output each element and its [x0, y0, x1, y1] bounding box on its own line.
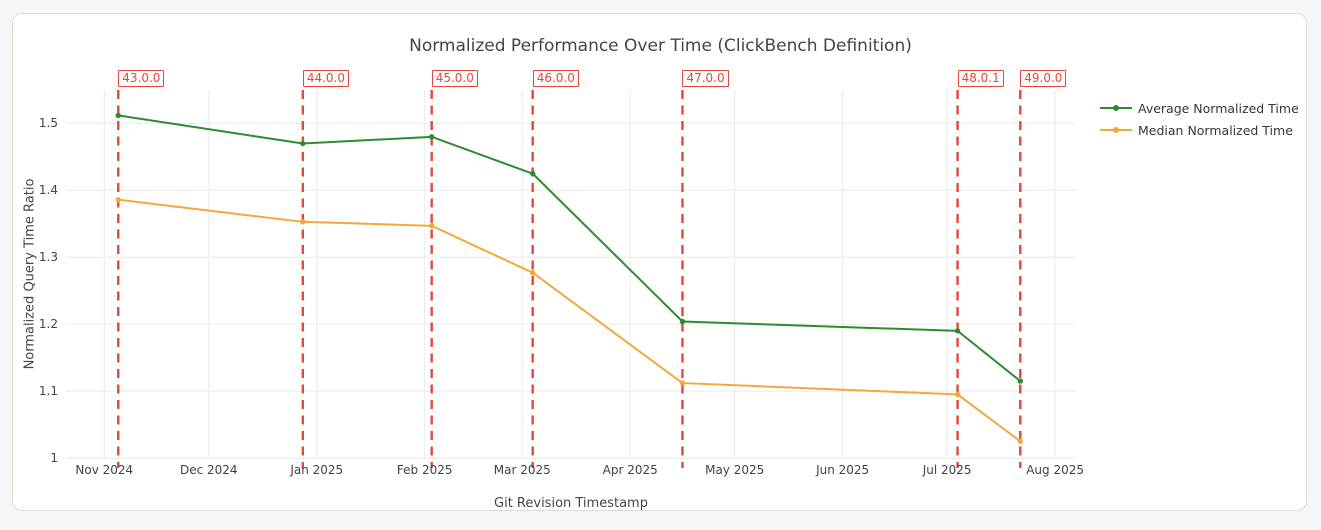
series-line-average [118, 114, 1021, 382]
chart-card [12, 13, 1307, 511]
x-tick-label: May 2025 [705, 463, 765, 477]
data-point-marker[interactable] [428, 223, 435, 229]
average-marker-icon [1113, 104, 1119, 111]
x-tick-label: Jan 2025 [290, 463, 344, 477]
y-tick-label: 1.3 [38, 250, 58, 265]
x-tick-label: Nov 2024 [75, 463, 134, 477]
x-tick-label: Mar 2025 [493, 463, 551, 477]
y-tick-label: 1.4 [38, 183, 58, 198]
legend-label-average: Average Normalized Time [1138, 100, 1299, 116]
data-point-marker[interactable] [428, 134, 435, 140]
median-line-swatch-icon [1100, 126, 1132, 133]
version-annotation: 45.0.0 [431, 70, 478, 87]
y-axis-title: Normalized Query Time Ratio [22, 178, 38, 370]
version-annotation: 47.0.0 [682, 70, 729, 87]
chart-title: Normalized Performance Over Time (ClickB… [409, 36, 912, 56]
version-annotation: 43.0.0 [118, 70, 165, 87]
data-point-marker[interactable] [115, 197, 121, 203]
legend: Average Normalized Time Median Normalize… [1100, 97, 1299, 141]
x-tick-label: Jul 2025 [922, 463, 972, 477]
data-point-marker[interactable] [115, 112, 121, 119]
data-point-marker[interactable] [679, 380, 686, 386]
median-marker-icon [1113, 126, 1119, 133]
version-annotation: 49.0.0 [1020, 70, 1067, 87]
version-annotation: 46.0.0 [532, 70, 579, 87]
data-point-marker[interactable] [529, 269, 536, 276]
x-tick-label: Jun 2025 [816, 463, 870, 477]
x-tick-label: Aug 2025 [1026, 463, 1084, 477]
data-point-marker[interactable] [300, 140, 306, 147]
legend-item-average[interactable]: Average Normalized Time [1100, 97, 1299, 119]
y-tick-label: 1.5 [38, 116, 58, 131]
x-tick-label: Feb 2025 [396, 463, 453, 477]
x-axis-title: Git Revision Timestamp [494, 496, 648, 511]
data-point-marker[interactable] [1017, 438, 1023, 444]
legend-label-median: Median Normalized Time [1138, 122, 1293, 138]
data-point-marker[interactable] [954, 328, 961, 334]
x-tick-label: Dec 2024 [179, 463, 238, 477]
data-point-marker[interactable] [300, 219, 306, 225]
legend-item-median[interactable]: Median Normalized Time [1100, 119, 1299, 141]
average-line-swatch-icon [1100, 104, 1132, 111]
data-point-marker[interactable] [1017, 378, 1023, 384]
version-annotation: 48.0.1 [957, 70, 1004, 87]
y-tick-label: 1 [50, 451, 58, 465]
data-point-marker[interactable] [679, 318, 686, 325]
y-tick-label: 1.2 [38, 317, 58, 332]
version-annotation: 44.0.0 [302, 70, 349, 87]
series-line-median [118, 198, 1021, 443]
x-tick-label: Apr 2025 [602, 463, 658, 477]
y-tick-label: 1.1 [38, 384, 58, 399]
data-point-marker[interactable] [529, 170, 536, 177]
data-point-marker[interactable] [954, 391, 961, 398]
